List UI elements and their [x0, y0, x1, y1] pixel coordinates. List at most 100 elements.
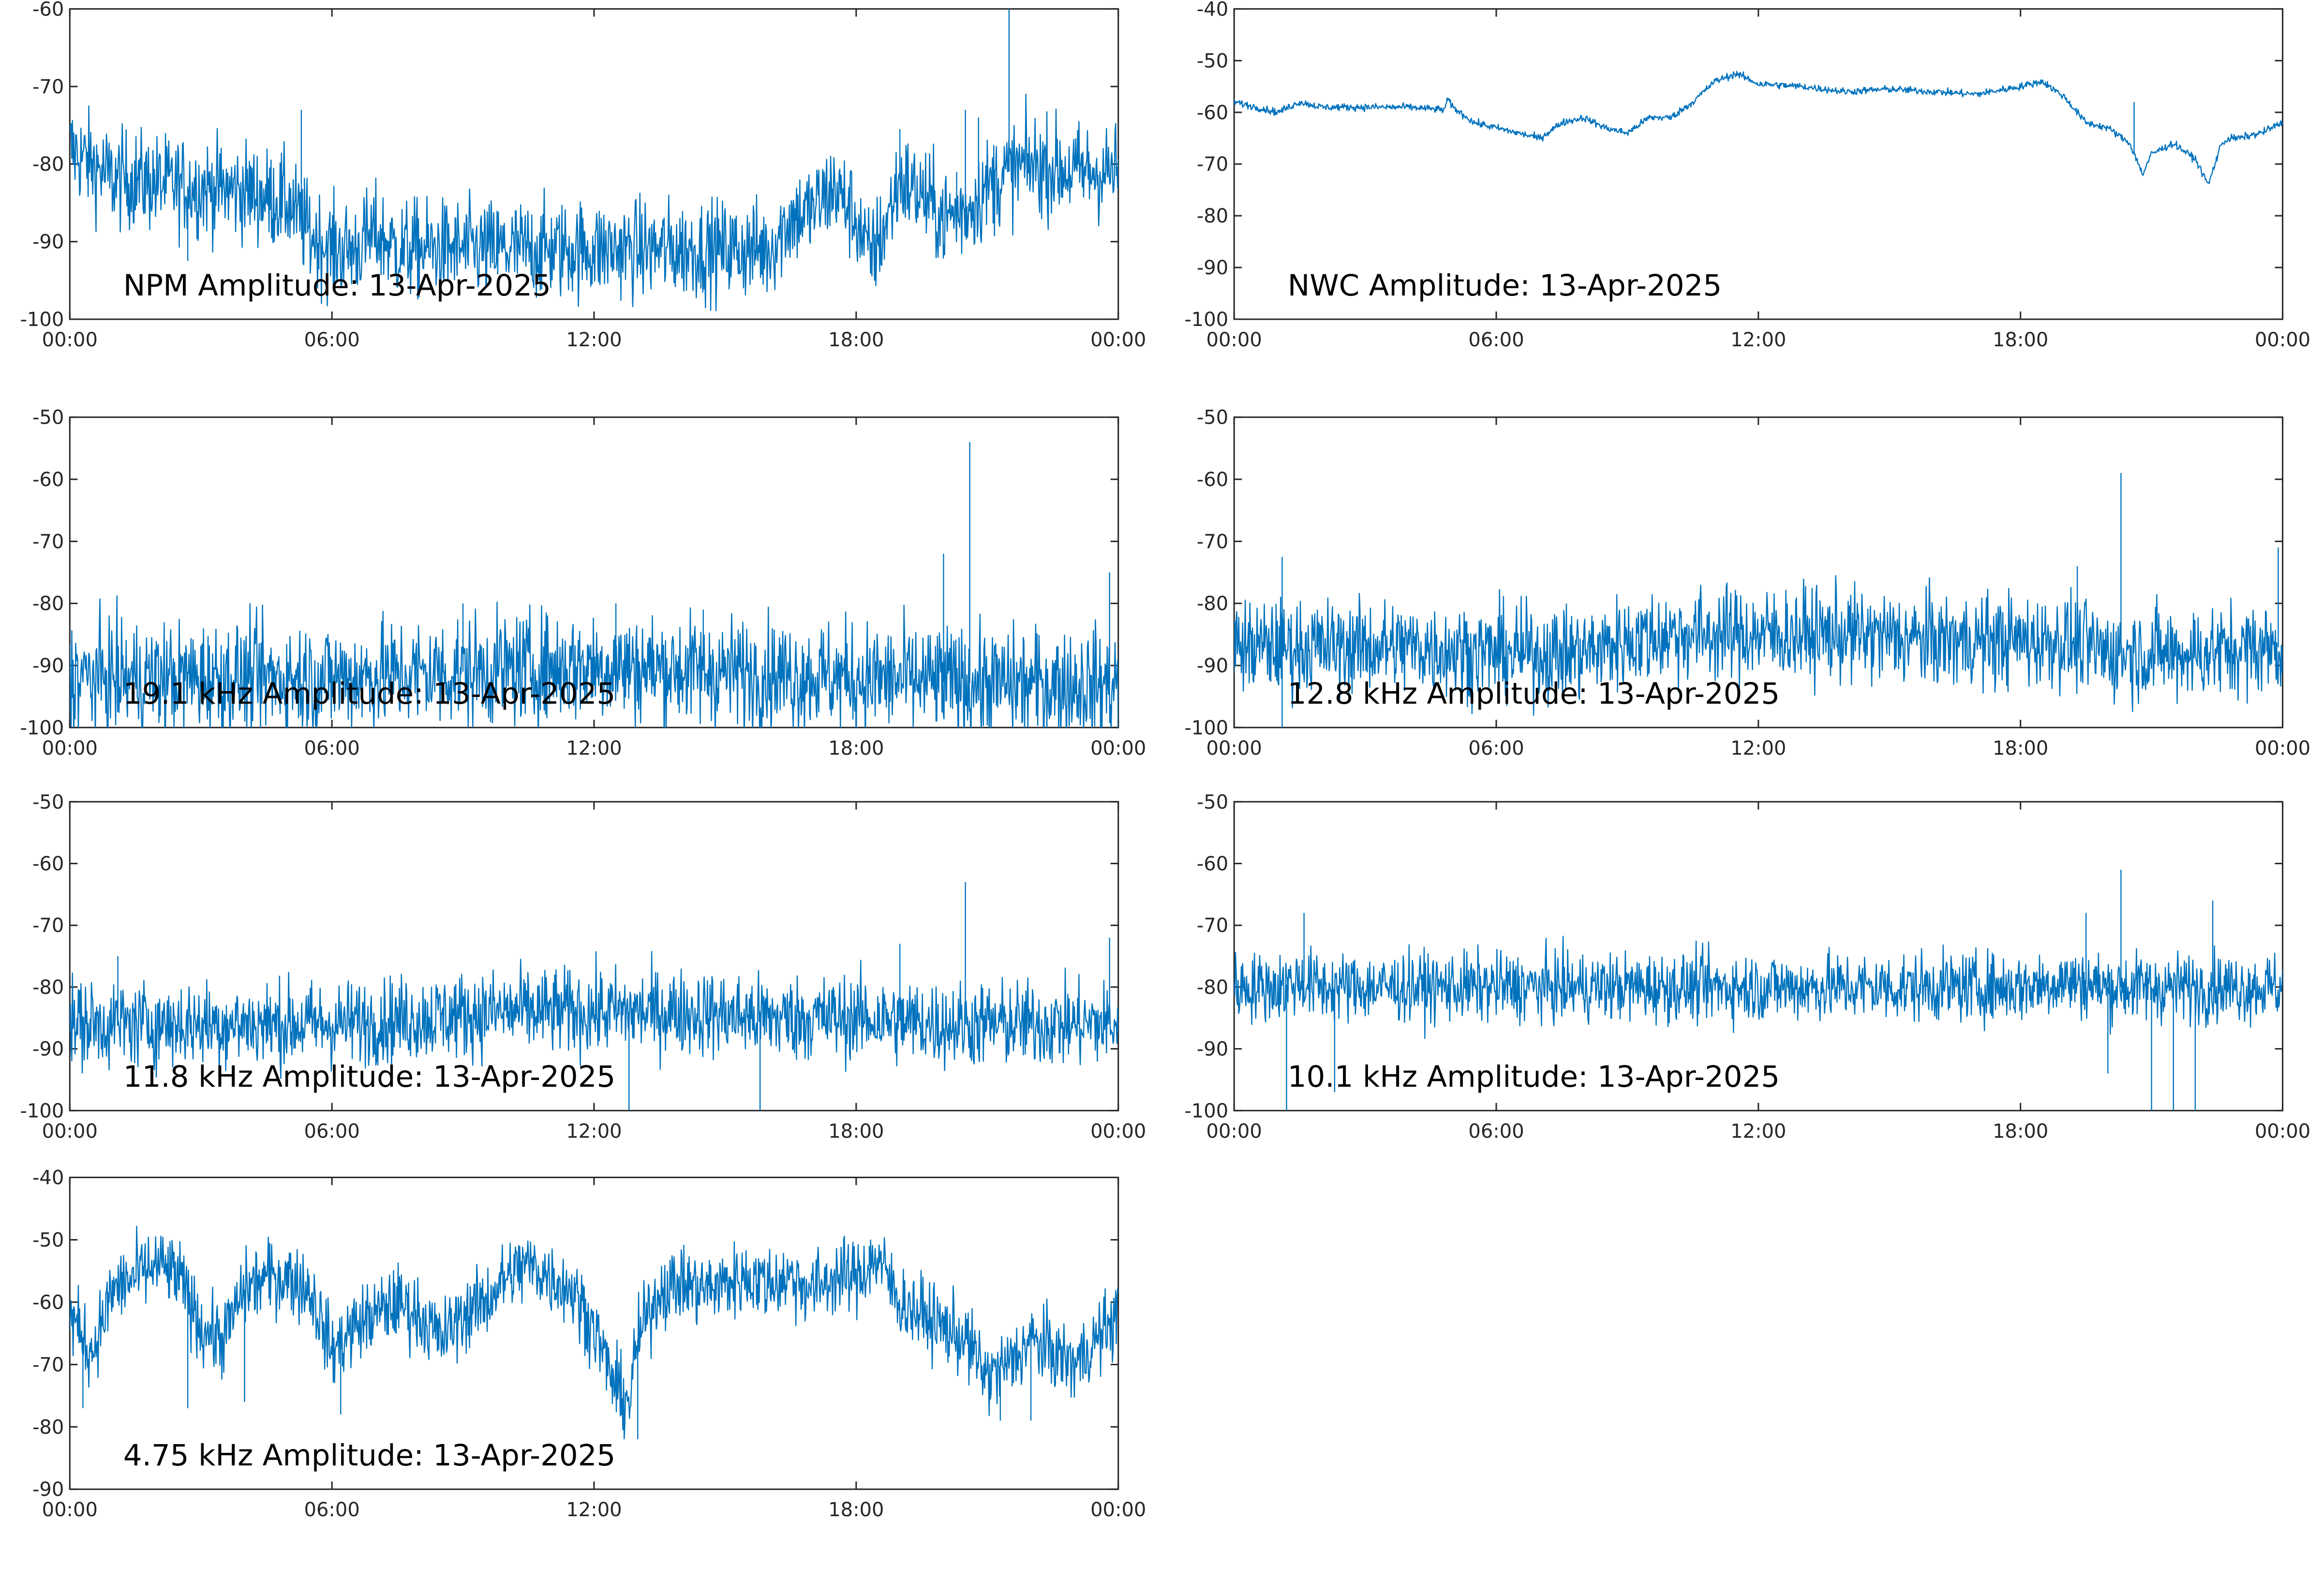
x-tick-label: 12:00 — [1730, 329, 1786, 351]
y-tick-label: -60 — [32, 0, 64, 20]
x-tick-label: 00:00 — [1090, 1499, 1146, 1521]
y-tick-label: -70 — [32, 531, 64, 553]
y-tick-label: -100 — [20, 717, 64, 739]
y-tick-label: -90 — [1197, 655, 1228, 677]
y-tick-label: -70 — [1197, 915, 1228, 937]
x-tick-label: 00:00 — [42, 1120, 98, 1142]
y-tick-label: -100 — [1184, 1100, 1228, 1122]
y-tick-label: -60 — [32, 469, 64, 491]
amplitude-series — [1234, 935, 2283, 1039]
y-tick-label: -60 — [1197, 469, 1228, 491]
x-tick-label: 12:00 — [566, 1499, 622, 1521]
y-tick-label: -70 — [1197, 153, 1228, 176]
y-tick-label: -50 — [32, 1229, 64, 1251]
plot-area — [1233, 8, 2284, 320]
y-tick-label: -90 — [1197, 1038, 1228, 1061]
x-tick-label: 12:00 — [1730, 1120, 1786, 1142]
chart-title: 10.1 kHz Amplitude: 13-Apr-2025 — [1288, 1060, 1780, 1094]
x-tick-label: 06:00 — [304, 1120, 360, 1142]
y-tick-label: -60 — [32, 1291, 64, 1314]
amplitude-series — [70, 951, 1118, 1079]
amplitude-series — [1234, 71, 2283, 184]
y-tick-label: -80 — [32, 153, 64, 176]
y-tick-label: -70 — [32, 915, 64, 937]
y-tick-label: -80 — [1197, 593, 1228, 615]
x-tick-label: 18:00 — [828, 737, 884, 759]
amplitude-series — [70, 93, 1118, 311]
x-tick-label: 18:00 — [1993, 329, 2048, 351]
y-tick-label: -40 — [1197, 0, 1228, 20]
y-tick-label: -70 — [1197, 531, 1228, 553]
y-tick-label: -60 — [1197, 102, 1228, 124]
y-tick-label: -80 — [1197, 205, 1228, 227]
x-tick-label: 06:00 — [1468, 737, 1524, 759]
x-tick-label: 06:00 — [304, 737, 360, 759]
x-tick-label: 06:00 — [1468, 1120, 1524, 1142]
x-tick-label: 00:00 — [1090, 329, 1146, 351]
y-tick-label: -100 — [20, 1100, 64, 1122]
x-tick-label: 00:00 — [1206, 1120, 1262, 1142]
y-tick-label: -80 — [32, 976, 64, 999]
y-tick-label: -60 — [32, 853, 64, 875]
x-tick-label: 06:00 — [1468, 329, 1524, 351]
y-tick-label: -80 — [32, 1416, 64, 1438]
y-tick-label: -90 — [32, 1478, 64, 1501]
y-tick-label: -70 — [32, 1354, 64, 1376]
y-tick-label: -90 — [1197, 257, 1228, 279]
x-tick-label: 12:00 — [566, 1120, 622, 1142]
y-tick-label: -70 — [32, 76, 64, 98]
amplitude-series — [1234, 575, 2283, 716]
x-tick-label: 00:00 — [1206, 329, 1262, 351]
x-tick-label: 00:00 — [2255, 1120, 2310, 1142]
x-tick-label: 12:00 — [566, 737, 622, 759]
x-tick-label: 06:00 — [304, 1499, 360, 1521]
y-tick-label: -40 — [32, 1167, 64, 1189]
y-tick-label: -50 — [1197, 791, 1228, 813]
y-tick-label: -50 — [1197, 50, 1228, 72]
y-tick-label: -50 — [32, 407, 64, 429]
y-tick-label: -100 — [20, 309, 64, 331]
x-tick-label: 18:00 — [828, 1120, 884, 1142]
y-tick-label: -100 — [1184, 309, 1228, 331]
chart-title: NWC Amplitude: 13-Apr-2025 — [1288, 268, 1722, 303]
x-tick-label: 00:00 — [42, 737, 98, 759]
amplitude-series — [70, 595, 1118, 728]
y-tick-label: -80 — [32, 593, 64, 615]
x-tick-label: 00:00 — [2255, 329, 2310, 351]
chart-title: 19.1 kHz Amplitude: 13-Apr-2025 — [123, 677, 616, 711]
x-tick-label: 18:00 — [1993, 1120, 2048, 1142]
x-tick-label: 00:00 — [1206, 737, 1262, 759]
x-tick-label: 18:00 — [828, 1499, 884, 1521]
x-tick-label: 06:00 — [304, 329, 360, 351]
plot-area — [1233, 416, 2284, 728]
y-tick-label: -100 — [1184, 717, 1228, 739]
x-tick-label: 00:00 — [2255, 737, 2310, 759]
chart-title: 12.8 kHz Amplitude: 13-Apr-2025 — [1288, 677, 1780, 711]
x-tick-label: 00:00 — [42, 1499, 98, 1521]
x-tick-label: 18:00 — [828, 329, 884, 351]
plot-area — [69, 801, 1119, 1111]
x-tick-label: 00:00 — [1090, 1120, 1146, 1142]
chart-title: NPM Amplitude: 13-Apr-2025 — [123, 268, 551, 303]
x-tick-label: 12:00 — [1730, 737, 1786, 759]
y-tick-label: -90 — [32, 231, 64, 253]
x-tick-label: 12:00 — [566, 329, 622, 351]
y-tick-label: -60 — [1197, 853, 1228, 875]
chart-title: 4.75 kHz Amplitude: 13-Apr-2025 — [123, 1438, 616, 1473]
x-tick-label: 18:00 — [1993, 737, 2048, 759]
y-tick-label: -80 — [1197, 976, 1228, 999]
x-tick-label: 00:00 — [42, 329, 98, 351]
y-tick-label: -50 — [1197, 407, 1228, 429]
y-tick-label: -90 — [32, 655, 64, 677]
x-tick-label: 00:00 — [1090, 737, 1146, 759]
chart-title: 11.8 kHz Amplitude: 13-Apr-2025 — [123, 1060, 616, 1094]
y-tick-label: -90 — [32, 1038, 64, 1061]
